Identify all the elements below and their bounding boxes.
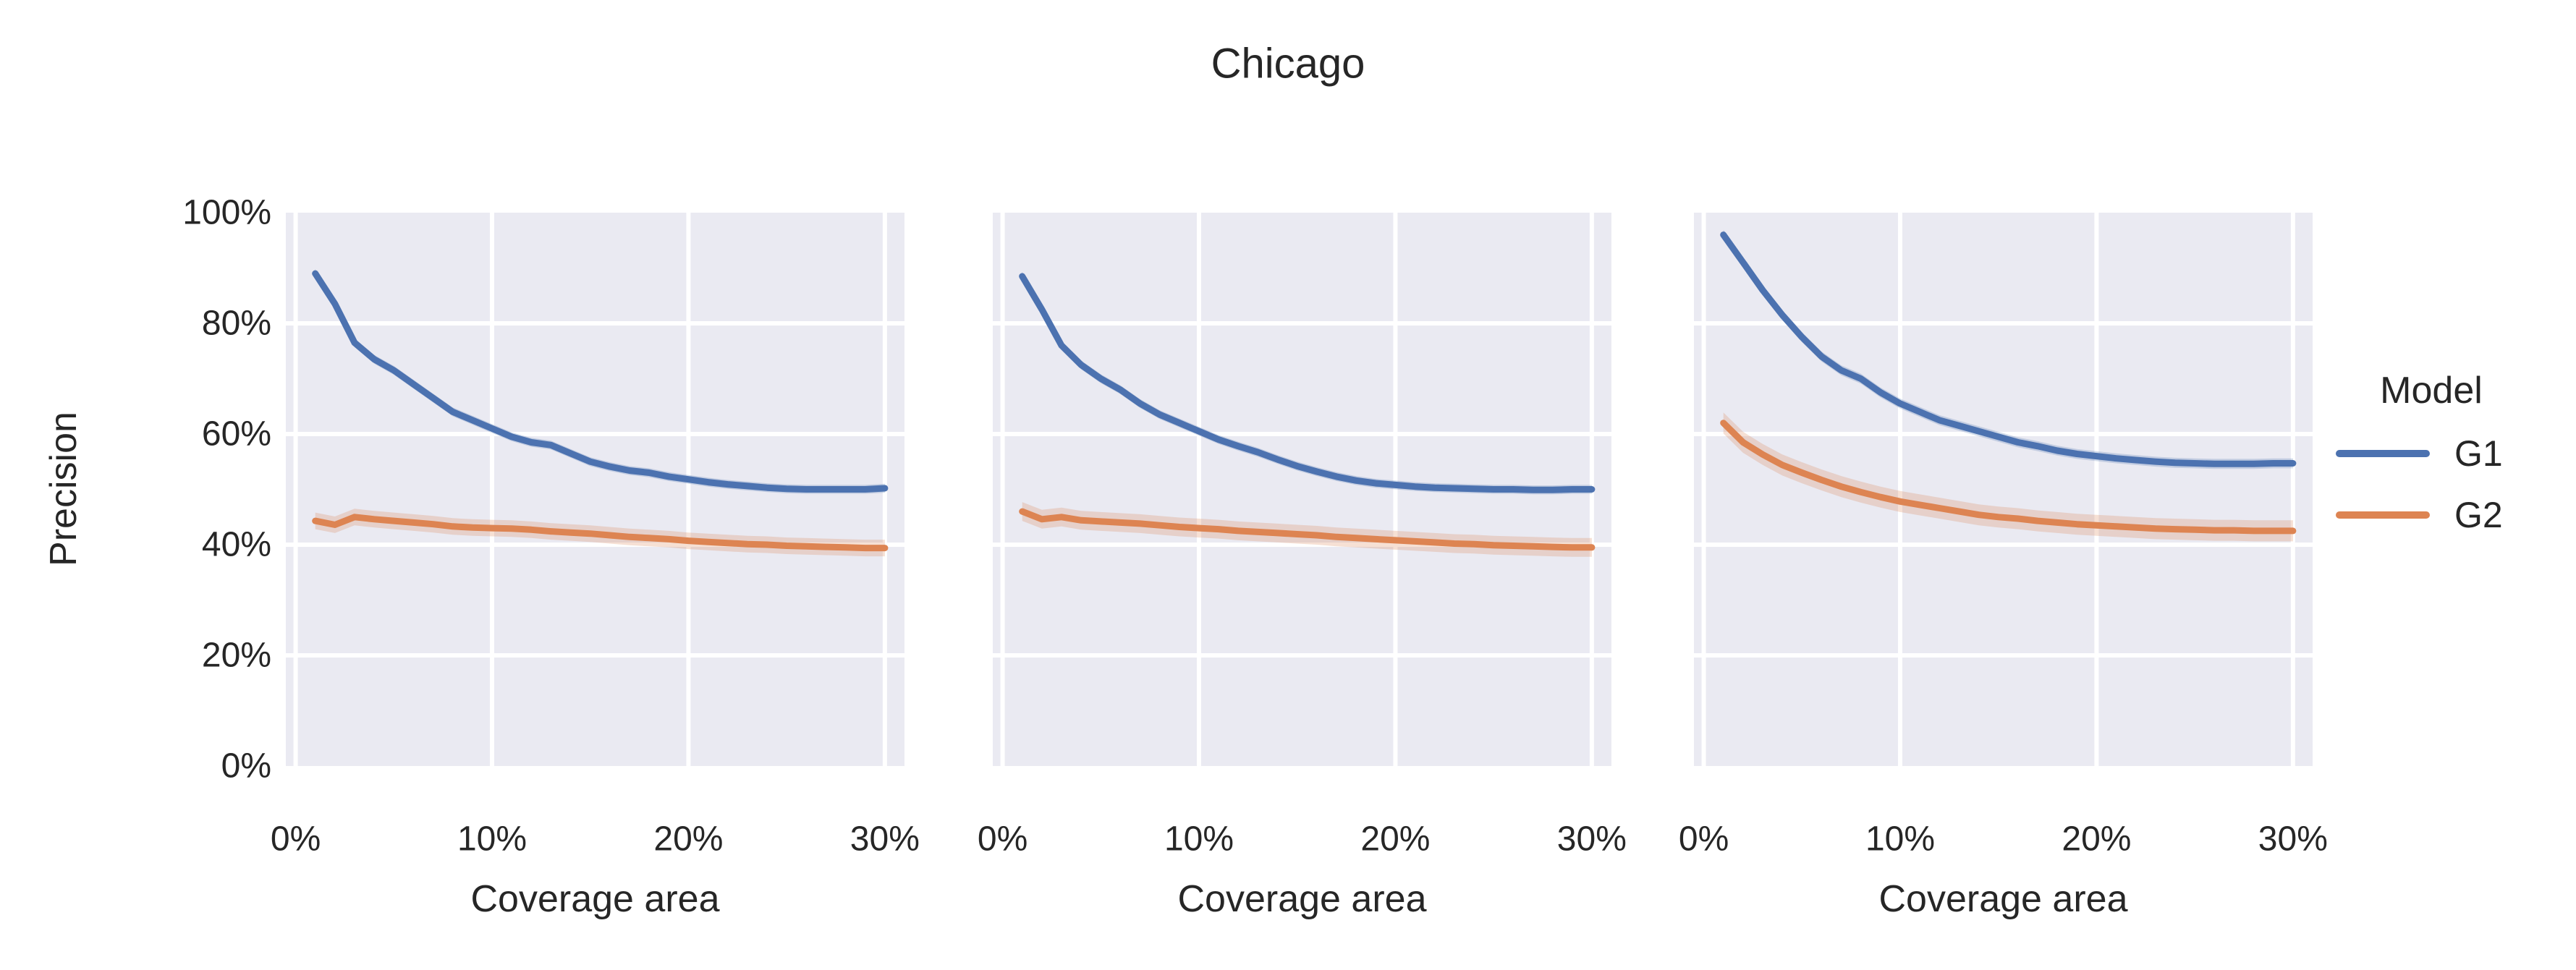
g2-legend-swatch <box>2336 511 2430 519</box>
panel-1-plot <box>286 213 904 766</box>
g2-line <box>312 514 889 552</box>
y-tick-label: 80% <box>201 304 271 343</box>
x-tick-label: 10% <box>457 820 528 859</box>
g2-legend-label: G2 <box>2454 495 2503 535</box>
g1-line <box>312 270 889 493</box>
panel-background <box>1694 213 2313 766</box>
panel-3 <box>1694 213 2313 766</box>
x-tick-label: 0% <box>977 820 1028 859</box>
y-tick-label: 20% <box>201 636 271 675</box>
g1-legend-label: G1 <box>2454 433 2503 474</box>
x-tick-label: 20% <box>653 820 724 859</box>
figure-title: Chicago <box>1211 40 1365 88</box>
x-tick-label: 20% <box>2062 820 2132 859</box>
x-tick-label: 30% <box>850 820 920 859</box>
y-axis-label: Precision <box>43 412 85 566</box>
x-axis-label: Coverage area <box>1878 878 2128 920</box>
g1-line <box>1019 273 1596 493</box>
panel-2 <box>993 213 1611 766</box>
g2-line <box>1019 508 1596 551</box>
x-tick-label: 20% <box>1360 820 1431 859</box>
x-axis-label: Coverage area <box>470 878 720 920</box>
g2-line <box>1720 420 2297 535</box>
x-axis-label: Coverage area <box>1177 878 1427 920</box>
x-tick-label: 30% <box>1556 820 1627 859</box>
g1-legend-swatch <box>2336 450 2430 457</box>
y-tick-label: 0% <box>221 746 271 786</box>
x-tick-label: 10% <box>1865 820 1936 859</box>
panel-1 <box>286 213 904 766</box>
x-tick-label: 0% <box>1678 820 1729 859</box>
x-tick-label: 0% <box>270 820 321 859</box>
y-tick-label: 40% <box>201 525 271 564</box>
x-tick-label: 30% <box>2258 820 2328 859</box>
g1-line <box>1720 231 2297 467</box>
panel-3-plot <box>1694 213 2313 766</box>
legend-title: Model <box>2380 370 2483 412</box>
y-tick-label: 60% <box>201 414 271 454</box>
y-tick-label: 100% <box>182 193 271 232</box>
x-tick-label: 10% <box>1164 820 1234 859</box>
panel-2-plot <box>993 213 1611 766</box>
